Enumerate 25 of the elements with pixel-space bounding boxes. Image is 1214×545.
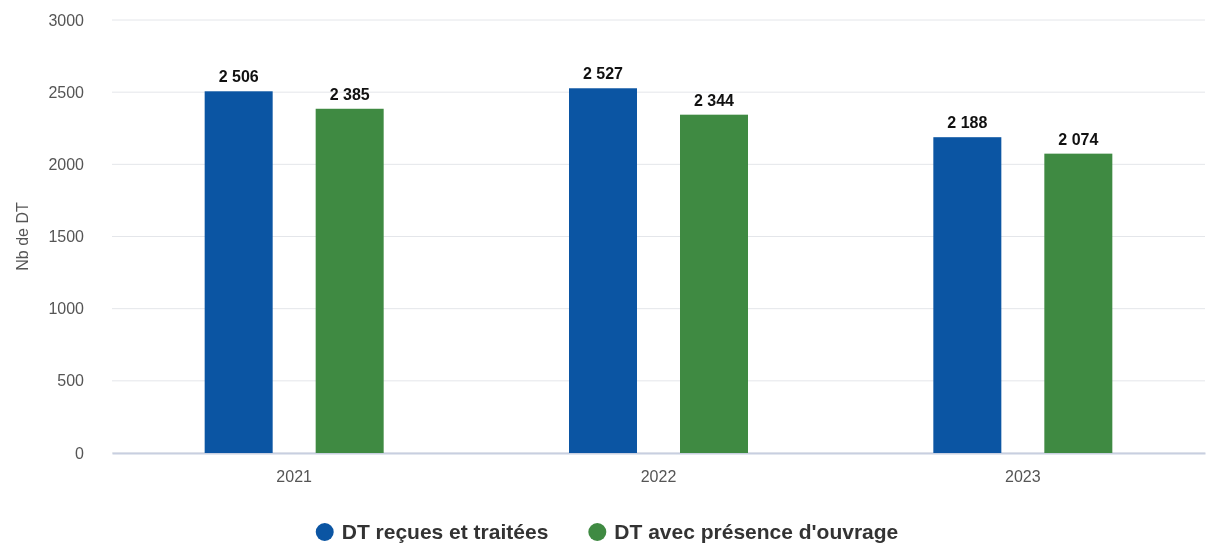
y-tick-label: 2500: [48, 83, 85, 101]
y-tick-label: 2000: [48, 155, 85, 173]
data-label: 2 074: [1058, 130, 1099, 148]
bar: [315, 108, 384, 453]
data-label: 2 527: [582, 65, 624, 83]
bar: [933, 137, 1002, 453]
bar: [204, 91, 273, 453]
y-tick-label: 500: [57, 372, 85, 390]
data-label: 2 506: [218, 68, 259, 86]
x-tick-label: 2022: [640, 468, 677, 486]
bar: [569, 88, 637, 453]
y-tick-label: 3000: [48, 11, 85, 29]
x-tick-label: 2023: [1005, 468, 1041, 486]
y-tick-label: 1000: [48, 300, 85, 318]
y-axis-title: Nb de DT: [14, 202, 31, 271]
legend-label: DT avec présence d'ouvrage: [614, 520, 899, 543]
y-tick-label: 1500: [48, 228, 85, 246]
x-tick-label: 2021: [276, 468, 313, 486]
data-label: 2 188: [947, 114, 988, 132]
bar: [680, 114, 748, 453]
y-tick-label: 0: [75, 444, 85, 462]
bar: [1044, 153, 1113, 453]
data-label: 2 344: [693, 91, 735, 109]
data-label: 2 385: [329, 85, 370, 103]
legend-label: DT reçues et traitées: [341, 520, 549, 543]
